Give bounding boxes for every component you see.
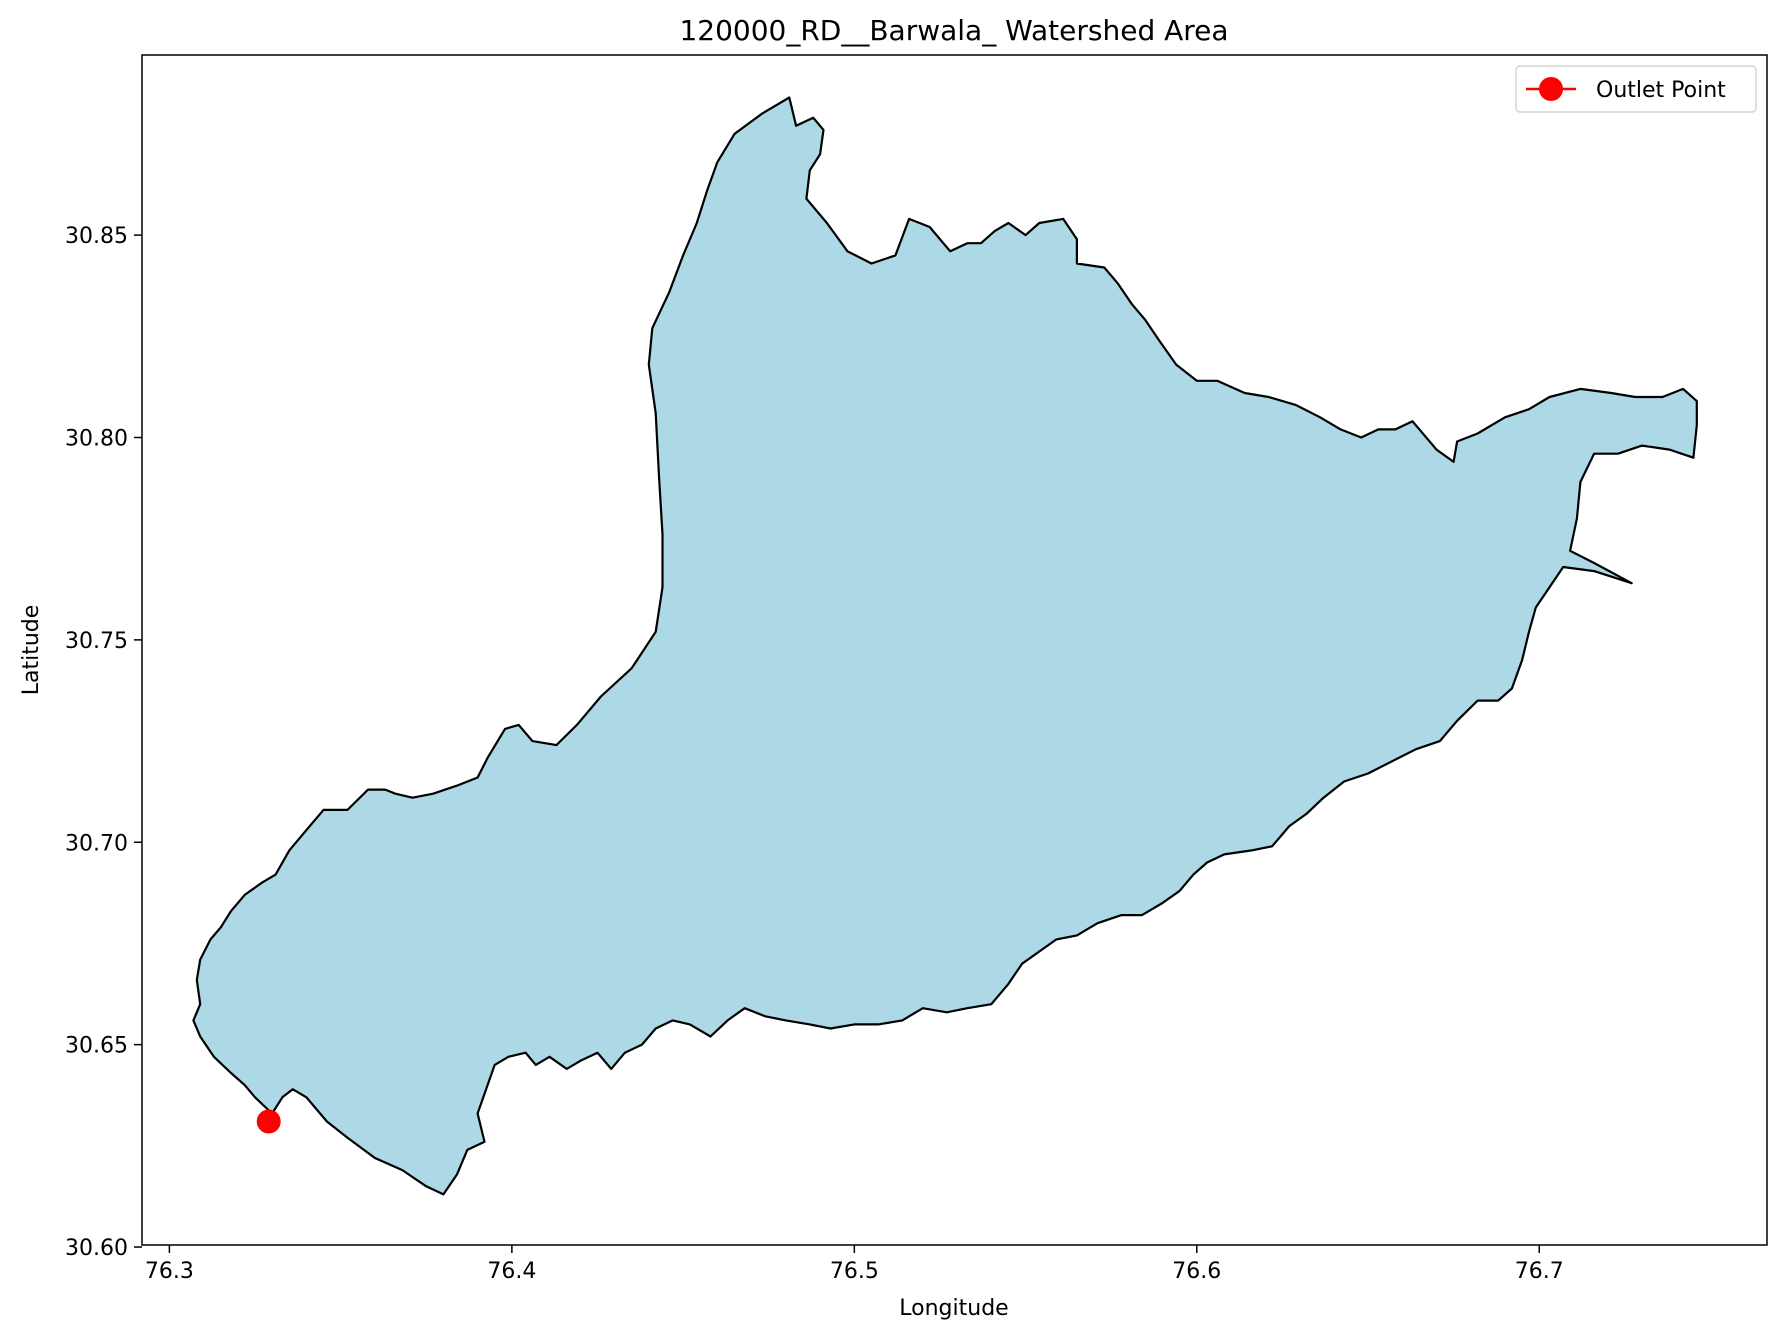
x-tick-label: 76.5: [830, 1259, 879, 1284]
plot-area: [192, 96, 1698, 1196]
x-axis-ticks: 76.3 76.4 76.5 76.6 76.7: [145, 1245, 1564, 1284]
watershed-polygon: [192, 96, 1698, 1196]
x-tick-label: 76.7: [1515, 1259, 1564, 1284]
chart-title: 120000_RD__Barwala_ Watershed Area: [679, 14, 1228, 47]
legend: Outlet Point: [1515, 65, 1757, 113]
outlet-point-marker: [256, 1109, 281, 1134]
y-axis-label: Latitude: [19, 605, 44, 696]
x-tick-label: 76.6: [1172, 1259, 1221, 1284]
axes-frame: [141, 54, 1768, 1246]
legend-marker-icon: [1539, 77, 1563, 101]
y-tick-label: 30.60: [65, 1236, 128, 1261]
y-tick-label: 30.80: [65, 427, 128, 452]
x-axis-label: Longitude: [899, 1296, 1008, 1321]
y-tick-label: 30.85: [65, 224, 128, 249]
y-tick-label: 30.70: [65, 831, 128, 856]
x-tick-label: 76.3: [145, 1259, 194, 1284]
legend-label-outlet-point: Outlet Point: [1596, 78, 1726, 103]
y-tick-label: 30.75: [65, 629, 128, 654]
x-tick-label: 76.4: [487, 1259, 536, 1284]
y-tick-label: 30.65: [65, 1034, 128, 1059]
legend-box: [1515, 65, 1757, 113]
y-axis-ticks: 30.60 30.65 30.70 30.75 30.80 30.85: [65, 224, 142, 1261]
